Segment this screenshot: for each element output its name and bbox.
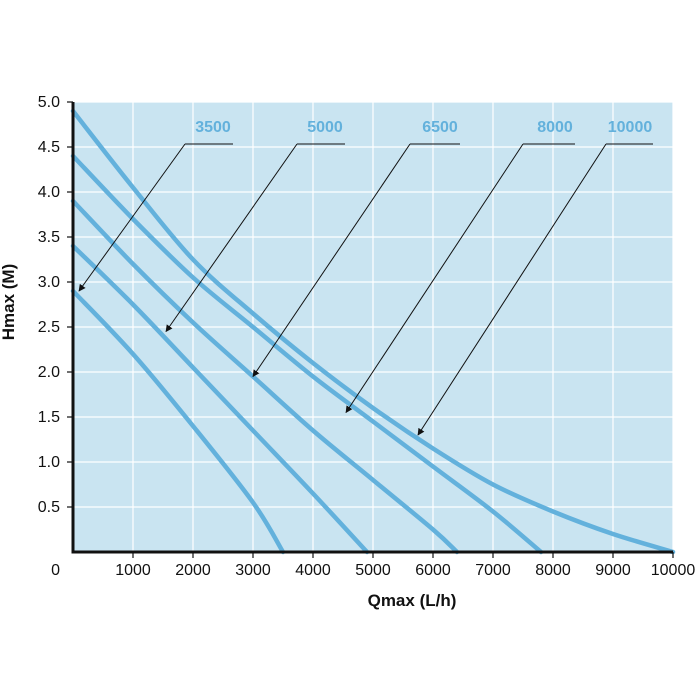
- x-tick-label: 8000: [535, 562, 571, 579]
- series-label-6500: 6500: [422, 119, 458, 136]
- x-tick-label: 6000: [415, 562, 451, 579]
- y-tick-label: 4.0: [38, 184, 60, 201]
- annotations: 3500 5000 6500 8000 10000: [78, 119, 653, 436]
- arrow-3500: [78, 143, 186, 292]
- x-tick-label: 5000: [355, 562, 391, 579]
- y-tick-label: 5.0: [38, 94, 60, 111]
- x-tick-label: 1000: [115, 562, 151, 579]
- axes: [67, 101, 674, 558]
- arrow-6500: [252, 143, 411, 378]
- series-line-8000: [70, 153, 544, 555]
- x-tick-label: 10000: [651, 562, 696, 579]
- x-tick-label: 3000: [235, 562, 271, 579]
- series-line-5000: [70, 243, 370, 555]
- series-label-5000: 5000: [307, 119, 343, 136]
- x-tick-label: 7000: [475, 562, 511, 579]
- y-tick-label: 4.5: [38, 139, 60, 156]
- y-tick-label: 0.5: [38, 499, 60, 516]
- origin-label: 0: [51, 562, 60, 579]
- tick-labels: 1000 2000 3000 4000 5000 6000 7000 8000 9000 1000…: [38, 94, 696, 579]
- series-label-8000: 8000: [537, 119, 573, 136]
- arrow-8000: [345, 143, 524, 414]
- y-tick-label: 3.5: [38, 229, 60, 246]
- series-lines: [70, 108, 676, 555]
- x-tick-label: 9000: [595, 562, 631, 579]
- series-line-10000: [70, 108, 676, 555]
- y-tick-label: 3.0: [38, 274, 60, 291]
- y-tick-label: 1.5: [38, 409, 60, 426]
- x-axis-title: Qmax (L/h): [368, 591, 457, 610]
- arrow-10000: [417, 143, 607, 436]
- x-tick-label: 2000: [175, 562, 211, 579]
- y-tick-label: 2.5: [38, 319, 60, 336]
- grid: [73, 101, 674, 552]
- x-tick-label: 4000: [295, 562, 331, 579]
- series-line-6500: [70, 198, 460, 555]
- series-line-3500: [70, 288, 286, 555]
- y-axis-title: Hmax (M): [0, 264, 18, 341]
- arrow-5000: [165, 143, 298, 333]
- y-tick-label: 2.0: [38, 364, 60, 381]
- series-label-10000: 10000: [608, 119, 653, 136]
- y-tick-label: 1.0: [38, 454, 60, 471]
- series-label-3500: 3500: [195, 119, 231, 136]
